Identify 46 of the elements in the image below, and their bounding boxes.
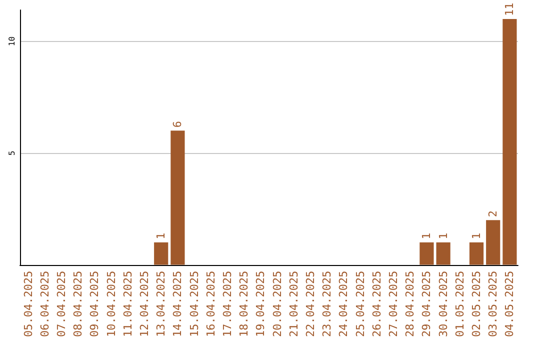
x-tick-label: 13.04.2025 [154, 270, 168, 338]
x-tick-label: 15.04.2025 [188, 270, 201, 338]
x-tick-label: 29.04.2025 [420, 270, 434, 338]
x-tick-label: 14.04.2025 [171, 270, 184, 338]
y-tick-label: 10 [8, 36, 16, 46]
data-label: 1 [154, 232, 168, 240]
x-tick-label: 21.04.2025 [287, 270, 300, 338]
x-tick-label: 02.05.2025 [470, 270, 483, 338]
bar [420, 242, 434, 265]
x-tick-label: 06.04.2025 [38, 270, 52, 338]
x-tick-label: 08.04.2025 [72, 270, 85, 338]
data-label: 6 [171, 121, 184, 128]
x-tick-label: 19.04.2025 [254, 270, 268, 338]
x-tick-label: 27.04.2025 [387, 270, 400, 338]
x-tick-label: 26.04.2025 [370, 270, 384, 338]
bar [170, 130, 185, 265]
x-tick-label: 23.04.2025 [320, 270, 334, 338]
y-tick-label: 5 [8, 150, 16, 156]
bar [502, 18, 517, 265]
data-label: 1 [470, 232, 483, 240]
x-tick-label: 16.04.2025 [204, 270, 218, 338]
x-tick-label: 10.04.2025 [104, 270, 118, 338]
x-tick-label: 22.04.2025 [304, 270, 317, 338]
x-tick-label: 07.04.2025 [55, 270, 68, 338]
x-tick-label: 11.04.2025 [121, 270, 134, 338]
x-tick-label: 18.04.2025 [238, 270, 251, 338]
x-tick-label: 25.04.2025 [354, 270, 367, 338]
bar [436, 242, 450, 265]
x-tick-label: 09.04.2025 [88, 270, 102, 338]
x-tick-label: 03.05.2025 [486, 270, 500, 338]
bar [486, 220, 500, 265]
x-tick-label: 01.05.2025 [453, 270, 466, 338]
data-label: 2 [486, 210, 500, 218]
x-tick-label: 20.04.2025 [270, 270, 284, 338]
x-tick-label: 05.04.2025 [22, 270, 35, 338]
data-label: 1 [420, 232, 434, 240]
x-tick-label: 04.05.2025 [503, 270, 516, 338]
x-tick-label: 24.04.2025 [337, 270, 350, 338]
bar [469, 242, 484, 265]
x-tick-label: 12.04.2025 [138, 270, 151, 338]
x-tick-label: 28.04.2025 [404, 270, 417, 338]
bar [154, 242, 168, 265]
data-label: 1 [436, 232, 450, 240]
x-tick-label: 17.04.2025 [221, 270, 234, 338]
x-tick-label: 30.04.2025 [436, 270, 450, 338]
data-label: 11 [503, 2, 516, 16]
